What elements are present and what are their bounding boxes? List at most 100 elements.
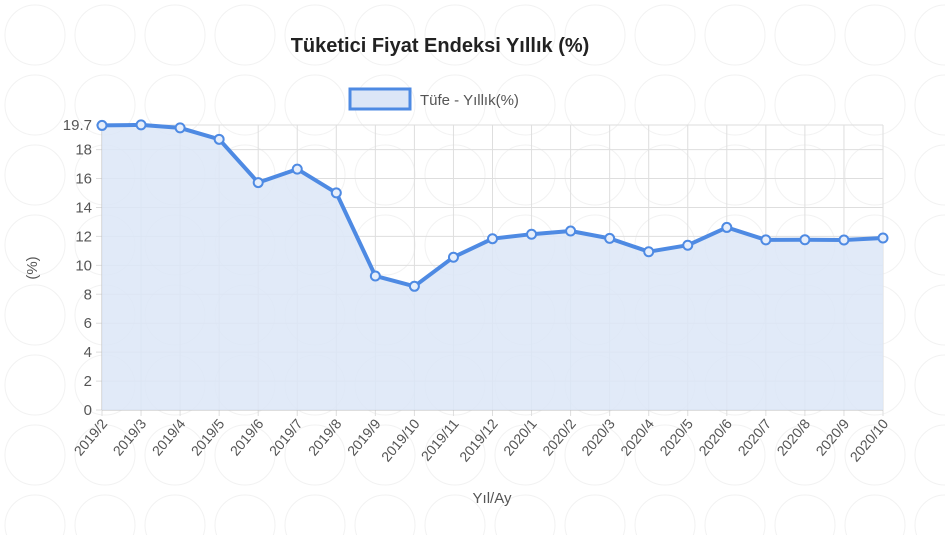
bg-pattern-ring	[214, 4, 276, 66]
x-tick-label: 2020/10	[847, 415, 892, 464]
y-tick-label: 2	[84, 373, 92, 390]
data-point[interactable]	[565, 225, 577, 237]
data-point[interactable]	[291, 163, 303, 175]
bg-pattern-ring	[214, 494, 276, 535]
bg-pattern-ring	[74, 494, 136, 535]
bg-pattern-ring	[844, 424, 906, 486]
bg-pattern-ring	[284, 4, 346, 66]
x-tick-label: 2020/7	[734, 415, 774, 458]
bg-pattern-ring	[144, 4, 206, 66]
data-point[interactable]	[721, 221, 733, 233]
bg-pattern-ring	[704, 494, 766, 535]
data-point[interactable]	[447, 251, 459, 263]
bg-pattern-ring	[914, 424, 945, 486]
data-point[interactable]	[135, 119, 147, 131]
bg-pattern-ring	[424, 144, 486, 206]
bg-pattern-ring	[4, 284, 66, 346]
x-tick-label: 2019/5	[188, 415, 228, 458]
data-point[interactable]	[604, 232, 616, 244]
series-area	[102, 124, 883, 411]
data-point[interactable]	[252, 177, 264, 189]
y-tick-label: 18	[75, 142, 92, 159]
bg-pattern-ring	[564, 144, 626, 206]
bg-pattern-ring	[844, 4, 906, 66]
bg-pattern-ring	[844, 144, 906, 206]
bg-pattern-ring	[704, 74, 766, 136]
bg-pattern-ring	[74, 4, 136, 66]
bg-pattern-ring	[634, 144, 696, 206]
data-point[interactable]	[682, 239, 694, 251]
data-point[interactable]	[799, 234, 811, 246]
bg-pattern-ring	[424, 494, 486, 535]
x-tick-label: 2020/6	[695, 415, 735, 458]
bg-pattern-ring	[634, 74, 696, 136]
bg-pattern-ring	[914, 494, 945, 535]
y-axis-ticks: 0 2 4 6 8 10 12 14 16 18 19.7	[63, 117, 92, 419]
data-point[interactable]	[877, 232, 889, 244]
bg-pattern-ring	[564, 74, 626, 136]
data-point[interactable]	[643, 246, 655, 258]
x-tick-label: 2019/11	[418, 415, 462, 463]
bg-pattern-ring	[214, 74, 276, 136]
data-point[interactable]	[330, 187, 342, 199]
bg-pattern-ring	[4, 4, 66, 66]
data-point[interactable]	[526, 228, 538, 240]
data-point[interactable]	[487, 233, 498, 245]
x-axis-ticks: 2019/2 2019/3 2019/4 2019/5 2019/6 2019/7 2019…	[71, 415, 892, 464]
bg-pattern-ring	[774, 424, 836, 486]
bg-pattern-ring	[494, 4, 556, 66]
y-tick-label: 10	[75, 257, 92, 274]
x-tick-label: 2020/8	[773, 415, 813, 458]
bg-pattern-ring	[354, 494, 416, 535]
x-tick-label: 2020/3	[578, 415, 618, 458]
data-point[interactable]	[408, 280, 420, 292]
y-tick-label: 19.7	[63, 117, 92, 134]
data-point[interactable]	[838, 234, 850, 246]
bg-pattern-ring	[354, 4, 416, 66]
y-tick-label: 0	[84, 402, 92, 419]
bg-pattern-ring	[424, 74, 486, 136]
x-tick-label: 2020/2	[539, 415, 579, 458]
legend[interactable]: Tüfe - Yıllık(%)	[348, 87, 519, 111]
bg-pattern-ring	[4, 424, 66, 486]
bg-pattern-ring	[4, 144, 66, 206]
bg-pattern-ring	[4, 494, 66, 535]
data-point[interactable]	[760, 234, 772, 246]
bg-pattern-ring	[494, 74, 556, 136]
x-tick-label: 2020/4	[617, 415, 657, 458]
y-tick-label: 6	[84, 315, 92, 332]
bg-pattern-ring	[494, 424, 556, 486]
y-tick-label: 4	[84, 344, 92, 361]
bg-pattern-ring	[4, 74, 66, 136]
y-tick-label: 14	[75, 199, 92, 216]
bg-pattern-ring	[914, 284, 945, 346]
bg-pattern-ring	[214, 424, 276, 486]
y-axis-label: (%)	[24, 256, 41, 279]
y-tick-label: 16	[75, 171, 92, 188]
bg-pattern-ring	[564, 424, 626, 486]
bg-pattern-ring	[634, 494, 696, 535]
x-tick-label: 2019/2	[71, 415, 111, 458]
bg-pattern-ring	[634, 4, 696, 66]
legend-label[interactable]: Tüfe - Yıllık(%)	[420, 92, 519, 109]
bg-pattern-ring	[354, 424, 416, 486]
bg-pattern-ring	[494, 144, 556, 206]
series-points	[96, 119, 889, 292]
bg-pattern-ring	[354, 144, 416, 206]
x-tick-label: 2019/3	[110, 415, 150, 458]
x-tick-label: 2019/12	[456, 415, 501, 464]
bg-pattern-ring	[144, 424, 206, 486]
series-area-fill	[102, 124, 883, 411]
bg-pattern-ring	[4, 214, 66, 276]
data-point[interactable]	[96, 119, 108, 131]
data-point[interactable]	[213, 133, 225, 145]
data-point[interactable]	[174, 122, 186, 134]
bg-pattern-ring	[774, 4, 836, 66]
data-point[interactable]	[369, 270, 381, 282]
legend-swatch[interactable]	[348, 87, 412, 111]
x-tick-label: 2019/9	[344, 415, 384, 458]
bg-pattern-ring	[704, 4, 766, 66]
x-tick-label: 2019/6	[227, 415, 267, 458]
bg-pattern-ring	[74, 424, 136, 486]
